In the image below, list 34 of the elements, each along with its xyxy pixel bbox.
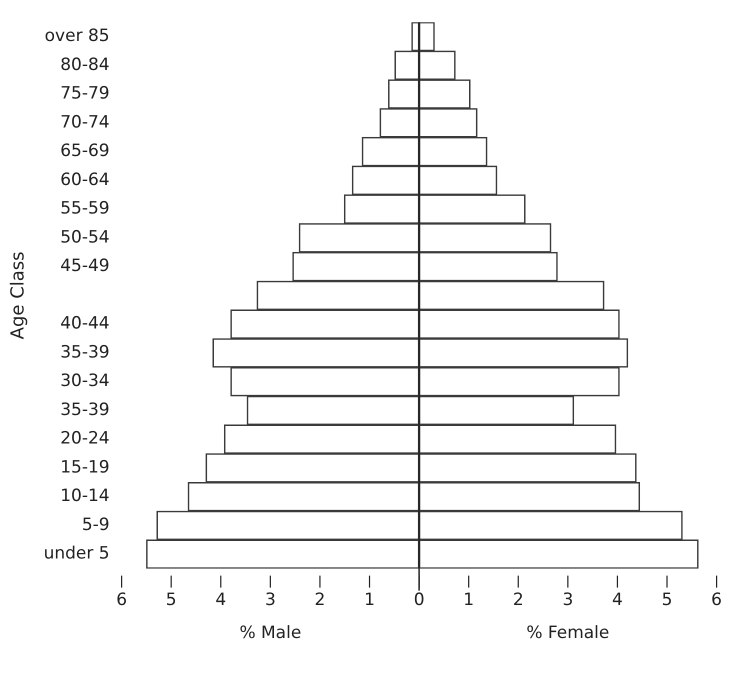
y-tick-label: over 85 [44, 26, 110, 46]
text: % Female [526, 623, 610, 644]
x-tick-label: 0 [414, 590, 425, 610]
y-axis-title: Age Class [7, 251, 28, 340]
text: % Male [239, 623, 302, 644]
x-tick-label: 5 [166, 590, 177, 610]
x-tick-label: 1 [364, 590, 375, 610]
y-tick-label: under 5 [44, 544, 110, 564]
x-tick-label: 3 [562, 590, 574, 610]
x-tick-label: 3 [264, 590, 276, 610]
x-tick-label: 2 [512, 590, 524, 610]
y-tick-label: 15-19 [60, 457, 110, 478]
y-tick-label: 20-24 [60, 428, 110, 449]
x-tick-label: 4 [612, 590, 623, 610]
y-tick-label: 40-44 [60, 314, 110, 334]
y-tick-label: 80-84 [60, 54, 110, 75]
y-tick-label: 75-79 [60, 84, 110, 104]
x-tick-label: 4 [215, 590, 226, 610]
y-tick-label: 55-59 [60, 198, 110, 219]
x-tick-label: 6 [116, 590, 128, 610]
x-tick-label: 6 [711, 590, 722, 610]
y-tick-label: 35-39 [60, 400, 110, 420]
x-tick-label: 1 [463, 590, 474, 610]
y-tick-label: 65-69 [60, 141, 110, 162]
y-tick-label: 30-34 [60, 371, 110, 392]
y-tick-label: 35-39 [60, 342, 110, 362]
x-tick-label: 5 [662, 590, 672, 610]
y-tick-label: 70-74 [60, 112, 110, 132]
y-tick-label: 50-54 [60, 227, 110, 248]
y-tick-label: 60-64 [60, 170, 110, 190]
x-tick-label: 2 [314, 590, 326, 610]
y-tick-label: 45-49 [60, 256, 110, 276]
y-tick-label: 5-9 [82, 514, 110, 535]
y-tick-label: 10-14 [60, 486, 110, 506]
